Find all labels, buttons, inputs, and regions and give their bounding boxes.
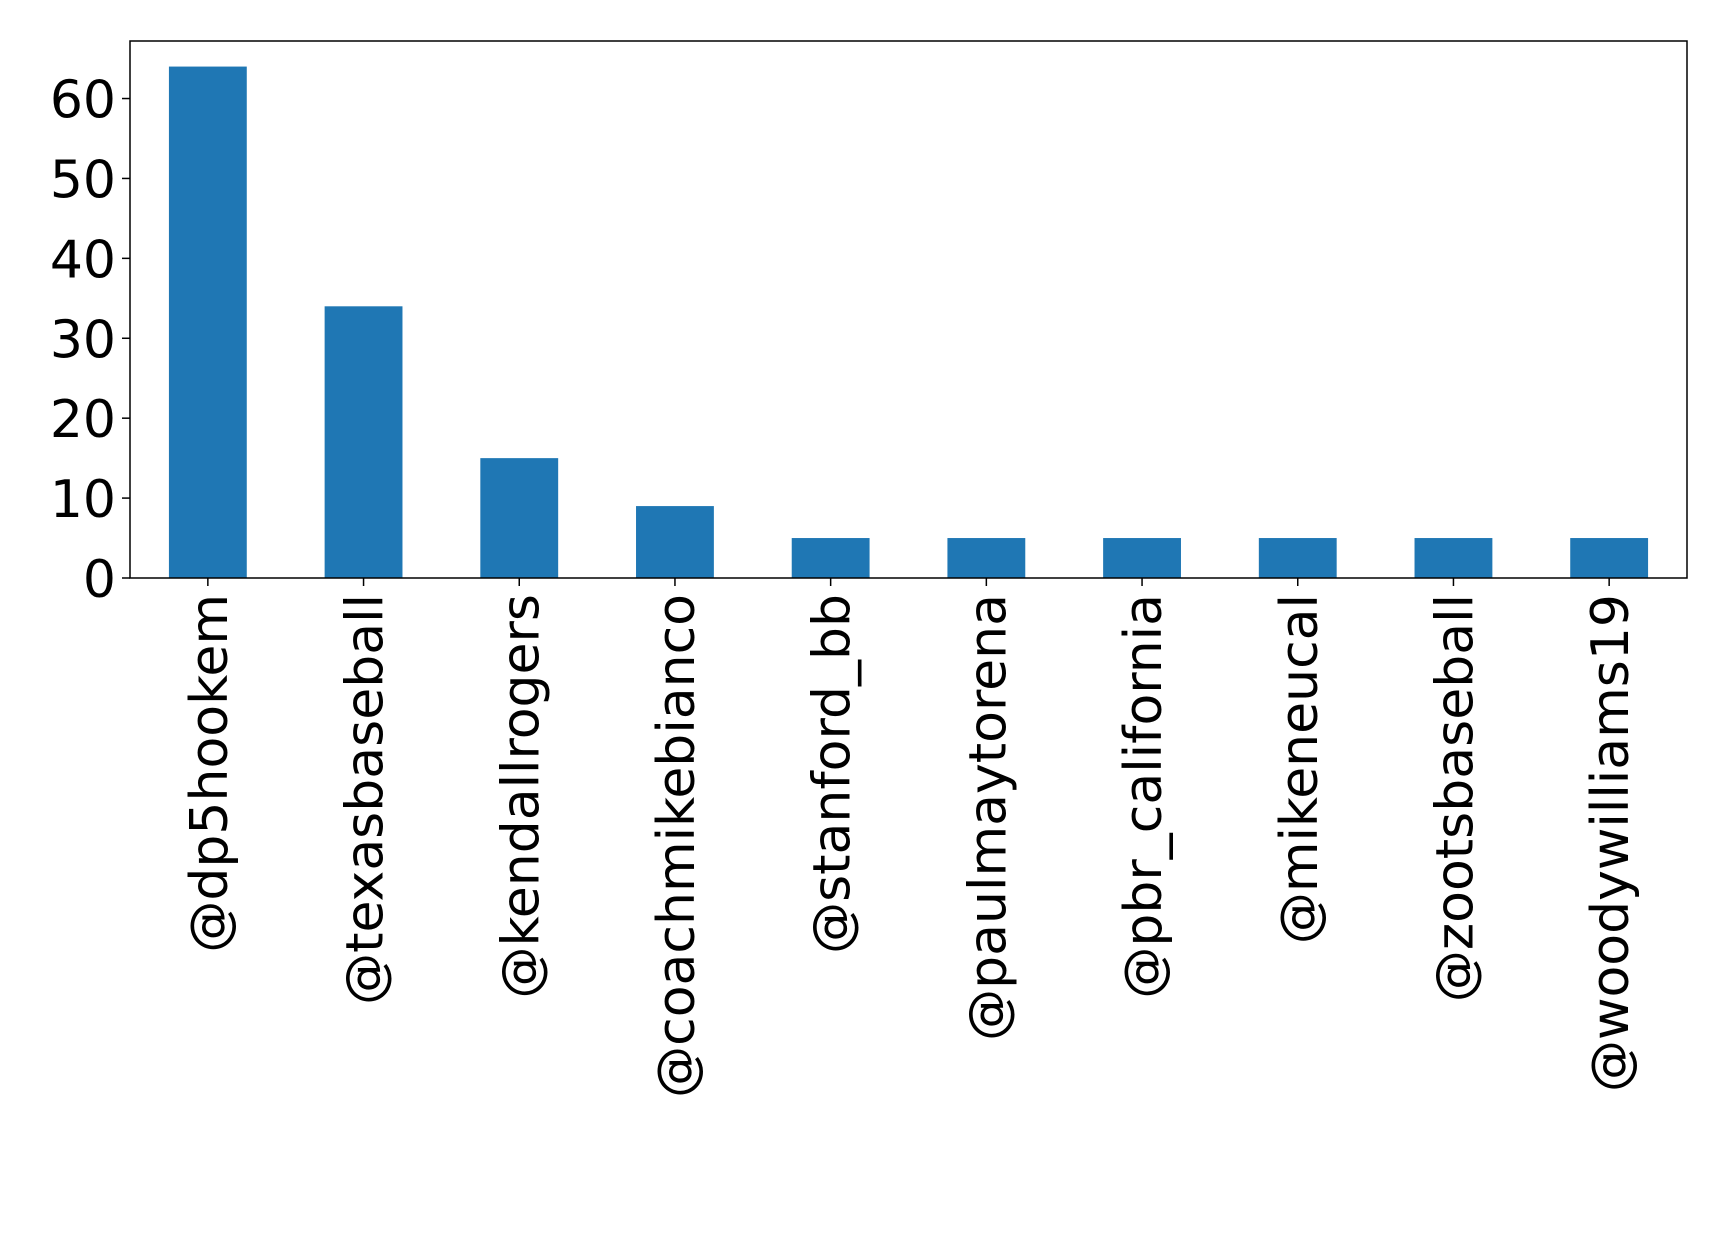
bar bbox=[324, 306, 403, 578]
bar bbox=[1103, 538, 1181, 578]
y-tick-label: 20 bbox=[50, 390, 116, 450]
x-tick-label: @kendallrogers bbox=[491, 594, 551, 999]
y-tick-label: 60 bbox=[50, 71, 116, 131]
bar bbox=[636, 506, 714, 578]
y-tick-label: 10 bbox=[50, 470, 116, 530]
bar bbox=[1570, 538, 1649, 578]
x-tick-label: @zootsbaseball bbox=[1425, 594, 1485, 1002]
bar bbox=[791, 538, 870, 578]
x-tick-label: @dp5hookem bbox=[180, 594, 240, 953]
y-tick-label: 40 bbox=[50, 230, 116, 290]
x-tick-label: @pbr_california bbox=[1114, 594, 1174, 999]
y-tick-label: 50 bbox=[50, 150, 116, 210]
bar bbox=[947, 538, 1026, 578]
bar bbox=[480, 458, 559, 578]
bar bbox=[1414, 538, 1493, 578]
x-tick-label: @texasbaseball bbox=[336, 594, 396, 1005]
y-tick-label: 0 bbox=[83, 550, 116, 610]
bar bbox=[168, 66, 247, 579]
x-tick-label: @stanford_bb bbox=[803, 594, 863, 954]
y-tick-label: 30 bbox=[50, 310, 116, 370]
bar bbox=[1258, 538, 1337, 578]
plot-frame bbox=[129, 40, 1688, 579]
x-tick-label: @coachmikebianco bbox=[647, 594, 707, 1098]
x-tick-label: @paulmaytorena bbox=[958, 594, 1018, 1041]
x-tick-label: @mikeneucal bbox=[1270, 594, 1330, 944]
x-tick-label: @woodywilliams19 bbox=[1581, 594, 1641, 1092]
